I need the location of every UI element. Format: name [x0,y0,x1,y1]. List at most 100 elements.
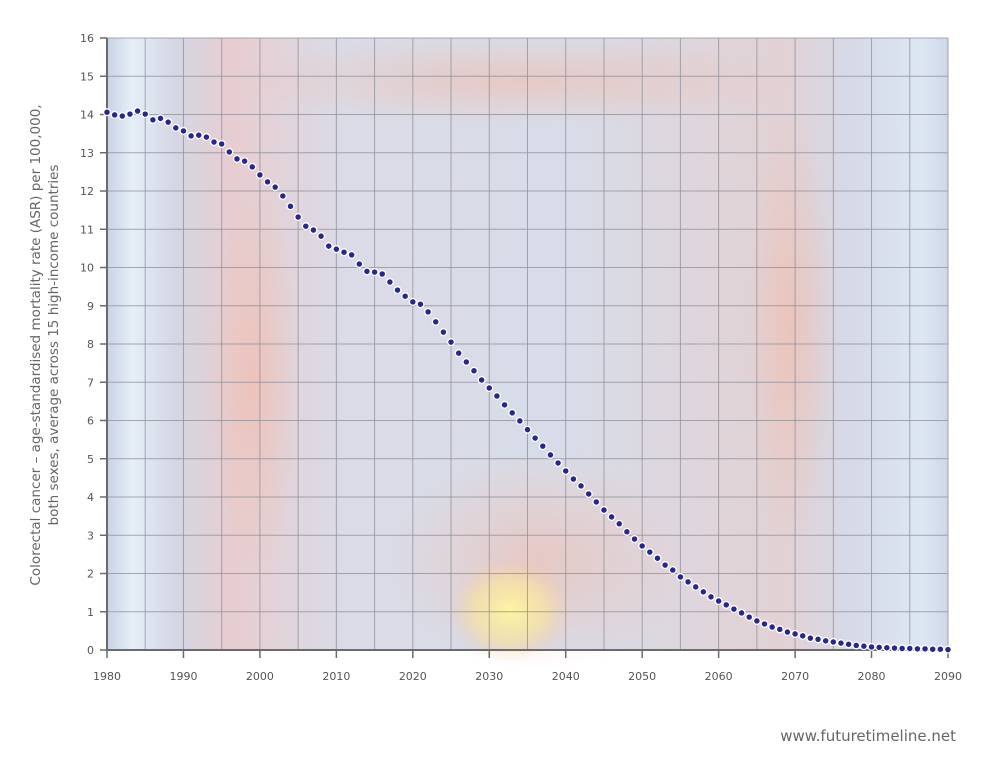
data-point [561,466,570,476]
svg-text:2030: 2030 [475,670,503,683]
svg-text:11: 11 [80,223,94,236]
data-point [317,232,326,241]
data-point [836,639,846,648]
svg-text:12: 12 [80,185,94,198]
data-point [164,118,173,127]
data-point [515,416,524,425]
data-point [500,400,509,409]
data-point [508,408,517,417]
data-point [141,110,150,119]
data-point [309,225,318,235]
data-point [607,512,616,521]
data-point [645,548,654,557]
data-point [370,268,379,277]
svg-text:1: 1 [87,606,94,619]
data-point [416,300,425,309]
svg-text:8: 8 [87,338,94,351]
data-point [469,366,479,375]
data-point [232,154,242,163]
svg-text:2090: 2090 [934,670,962,683]
data-point [278,191,287,201]
svg-text:2020: 2020 [399,670,427,683]
data-point [531,434,540,443]
data-point [615,519,624,528]
data-point [584,489,593,498]
data-point [439,328,448,337]
data-point [187,131,196,140]
data-point [209,137,219,147]
svg-text:10: 10 [80,262,94,275]
data-point [867,642,876,651]
svg-text:15: 15 [80,70,94,83]
svg-text:9: 9 [87,300,94,313]
data-point [286,202,295,211]
svg-text:2010: 2010 [322,670,350,683]
data-point [347,250,356,259]
data-point [905,644,914,653]
data-point [875,643,884,652]
data-point [775,625,784,634]
data-point [829,637,838,647]
data-point [408,297,417,306]
data-point [569,474,578,484]
data-point [171,123,180,132]
data-point [691,582,700,591]
data-point [622,527,631,536]
data-point [492,391,501,401]
data-point [554,458,563,468]
data-point [362,267,371,276]
data-point [102,108,112,117]
data-point [706,592,716,601]
svg-text:4: 4 [87,491,94,504]
data-point [890,644,899,653]
data-point [194,131,203,140]
data-point [576,481,586,490]
data-point [424,307,433,316]
svg-text:7: 7 [87,376,94,389]
data-point [125,110,134,119]
data-point [714,596,723,606]
svg-text:0: 0 [87,644,94,657]
data-point [791,629,800,638]
svg-text:2070: 2070 [781,670,809,683]
data-point [546,450,555,459]
svg-text:2000: 2000 [246,670,274,683]
data-point [485,383,494,393]
data-point [179,126,188,135]
data-point [225,147,234,157]
svg-text:6: 6 [87,415,94,428]
data-point [768,622,777,632]
data-point [882,643,891,652]
data-point [271,183,280,192]
data-point [638,541,647,551]
data-point [798,631,807,640]
data-point [745,613,754,622]
data-point [477,375,486,385]
data-point [806,634,815,643]
data-point [653,554,662,563]
data-point [133,107,142,116]
y-axis-label-line1: Colorectal cancer – age-standardised mor… [28,104,44,585]
data-point [156,114,165,123]
data-point [202,133,211,142]
data-point [454,349,463,358]
data-point [240,157,249,166]
data-point [462,357,471,367]
data-point [928,645,937,654]
data-point [401,292,410,301]
data-point [630,535,639,544]
data-points [102,107,953,654]
data-point [668,566,677,575]
svg-text:1990: 1990 [169,670,197,683]
data-point [355,260,364,269]
data-point [339,248,349,257]
data-point [661,561,670,570]
data-point [263,177,272,186]
data-point [684,577,693,586]
svg-text:1980: 1980 [93,670,121,683]
data-point [446,338,456,347]
svg-text:2050: 2050 [628,670,656,683]
source-credit: www.futuretimeline.net [780,727,956,745]
